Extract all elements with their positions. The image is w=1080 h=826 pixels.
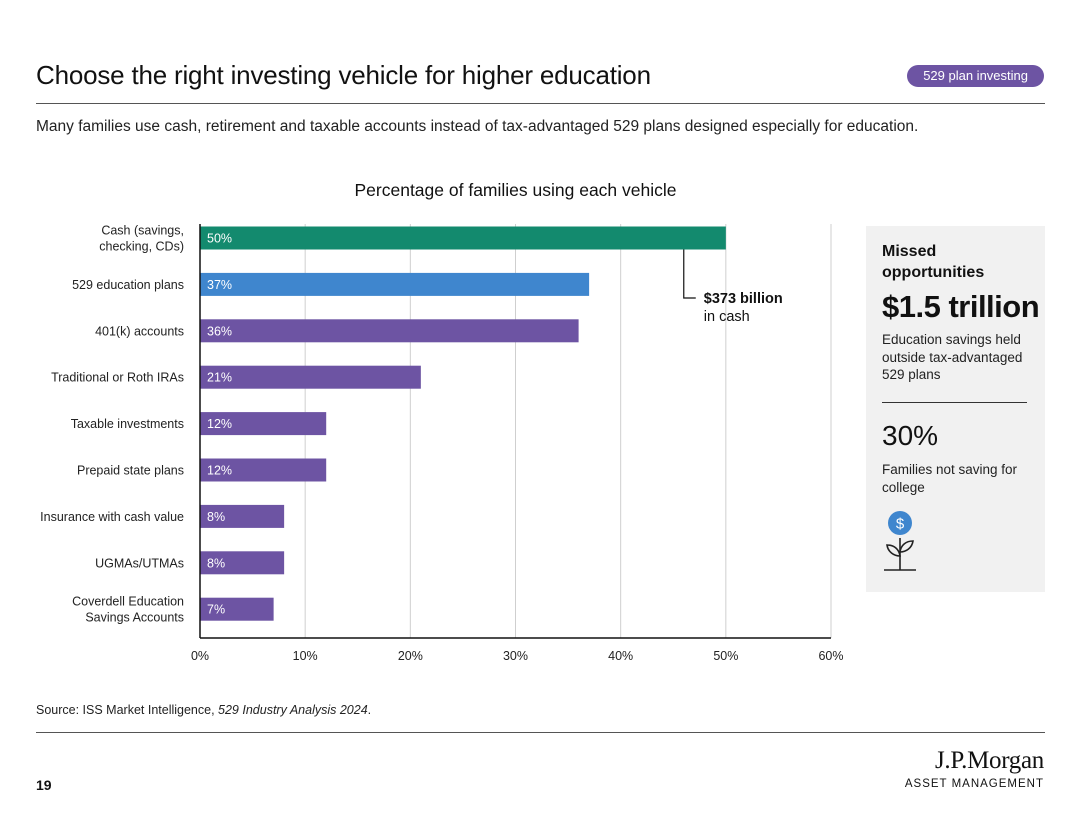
missed-opportunities-panel: Missed opportunities $1.5 trillion Educa… [866, 226, 1045, 592]
x-tick-label: 60% [818, 649, 843, 663]
bar [200, 597, 274, 621]
jpmorgan-logo: J.P.Morgan ASSET MANAGEMENT [904, 747, 1044, 790]
category-label: Savings Accounts [85, 611, 184, 625]
x-tick-label: 10% [293, 649, 318, 663]
annotation-text: $373 billion [704, 291, 783, 307]
svg-text:$: $ [896, 516, 905, 533]
bar [200, 272, 590, 296]
bar [200, 551, 285, 575]
bar-value-label: 36% [207, 324, 232, 338]
category-label: Taxable investments [71, 417, 184, 431]
annotation-leader [683, 249, 696, 299]
bar [200, 412, 327, 436]
header-divider [36, 103, 1045, 104]
annotation-text: in cash [704, 309, 750, 325]
topic-badge: 529 plan investing [907, 65, 1044, 87]
chart-title: Percentage of families using each vehicl… [354, 180, 677, 200]
trillion-description: Education savings held outside tax-advan… [882, 332, 1023, 382]
category-label: 529 education plans [72, 278, 184, 292]
bar-value-label: 7% [207, 603, 225, 617]
x-tick-label: 40% [608, 649, 633, 663]
page-subtitle: Many families use cash, retirement and t… [36, 118, 919, 135]
bar-value-label: 37% [207, 278, 232, 292]
page-number: 19 [36, 777, 52, 793]
bar-value-label: 8% [207, 556, 225, 570]
trillion-value: $1.5 trillion [882, 289, 1040, 324]
category-label: Insurance with cash value [40, 510, 184, 524]
money-plant-icon: $ [884, 511, 916, 571]
x-tick-label: 20% [398, 649, 423, 663]
source-note: Source: ISS Market Intelligence, 529 Ind… [36, 703, 372, 717]
families-percent: 30% [882, 420, 939, 451]
x-tick-label: 30% [503, 649, 528, 663]
page-title: Choose the right investing vehicle for h… [36, 60, 651, 90]
x-tick-label: 0% [191, 649, 209, 663]
category-label: Cash (savings, [101, 224, 184, 238]
bar-value-label: 50% [207, 232, 232, 246]
panel-heading: Missed opportunities [882, 243, 985, 281]
bar [200, 458, 327, 482]
bar [200, 226, 726, 250]
category-label: checking, CDs) [99, 240, 184, 254]
bar [200, 504, 285, 528]
category-label: Coverdell Education [72, 595, 184, 609]
bar-value-label: 21% [207, 371, 232, 385]
category-label: Traditional or Roth IRAs [51, 371, 184, 385]
category-label: UGMAs/UTMAs [95, 556, 184, 570]
category-label: Prepaid state plans [77, 464, 184, 478]
panel-divider [882, 402, 1027, 403]
bar [200, 365, 421, 389]
bar-value-label: 8% [207, 510, 225, 524]
bar-value-label: 12% [207, 464, 232, 478]
bar-chart: 0% 10% 20% 30% 40% 50% 60% 50% Cash (savings, che… [40, 224, 843, 664]
footer-divider [36, 732, 1045, 733]
x-tick-label: 50% [713, 649, 738, 663]
bar-value-label: 12% [207, 417, 232, 431]
category-label: 401(k) accounts [95, 324, 184, 338]
families-description: Families not saving for college [882, 462, 1018, 495]
bar [200, 319, 579, 343]
